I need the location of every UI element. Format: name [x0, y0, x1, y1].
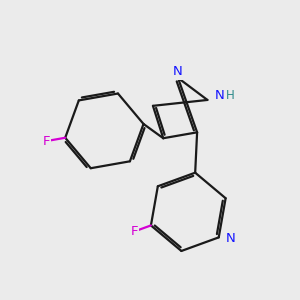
Text: N: N — [173, 65, 183, 79]
Text: F: F — [130, 225, 138, 238]
Text: F: F — [43, 135, 50, 148]
Text: H: H — [226, 89, 234, 102]
Text: N: N — [226, 232, 236, 245]
Text: N: N — [215, 89, 224, 102]
